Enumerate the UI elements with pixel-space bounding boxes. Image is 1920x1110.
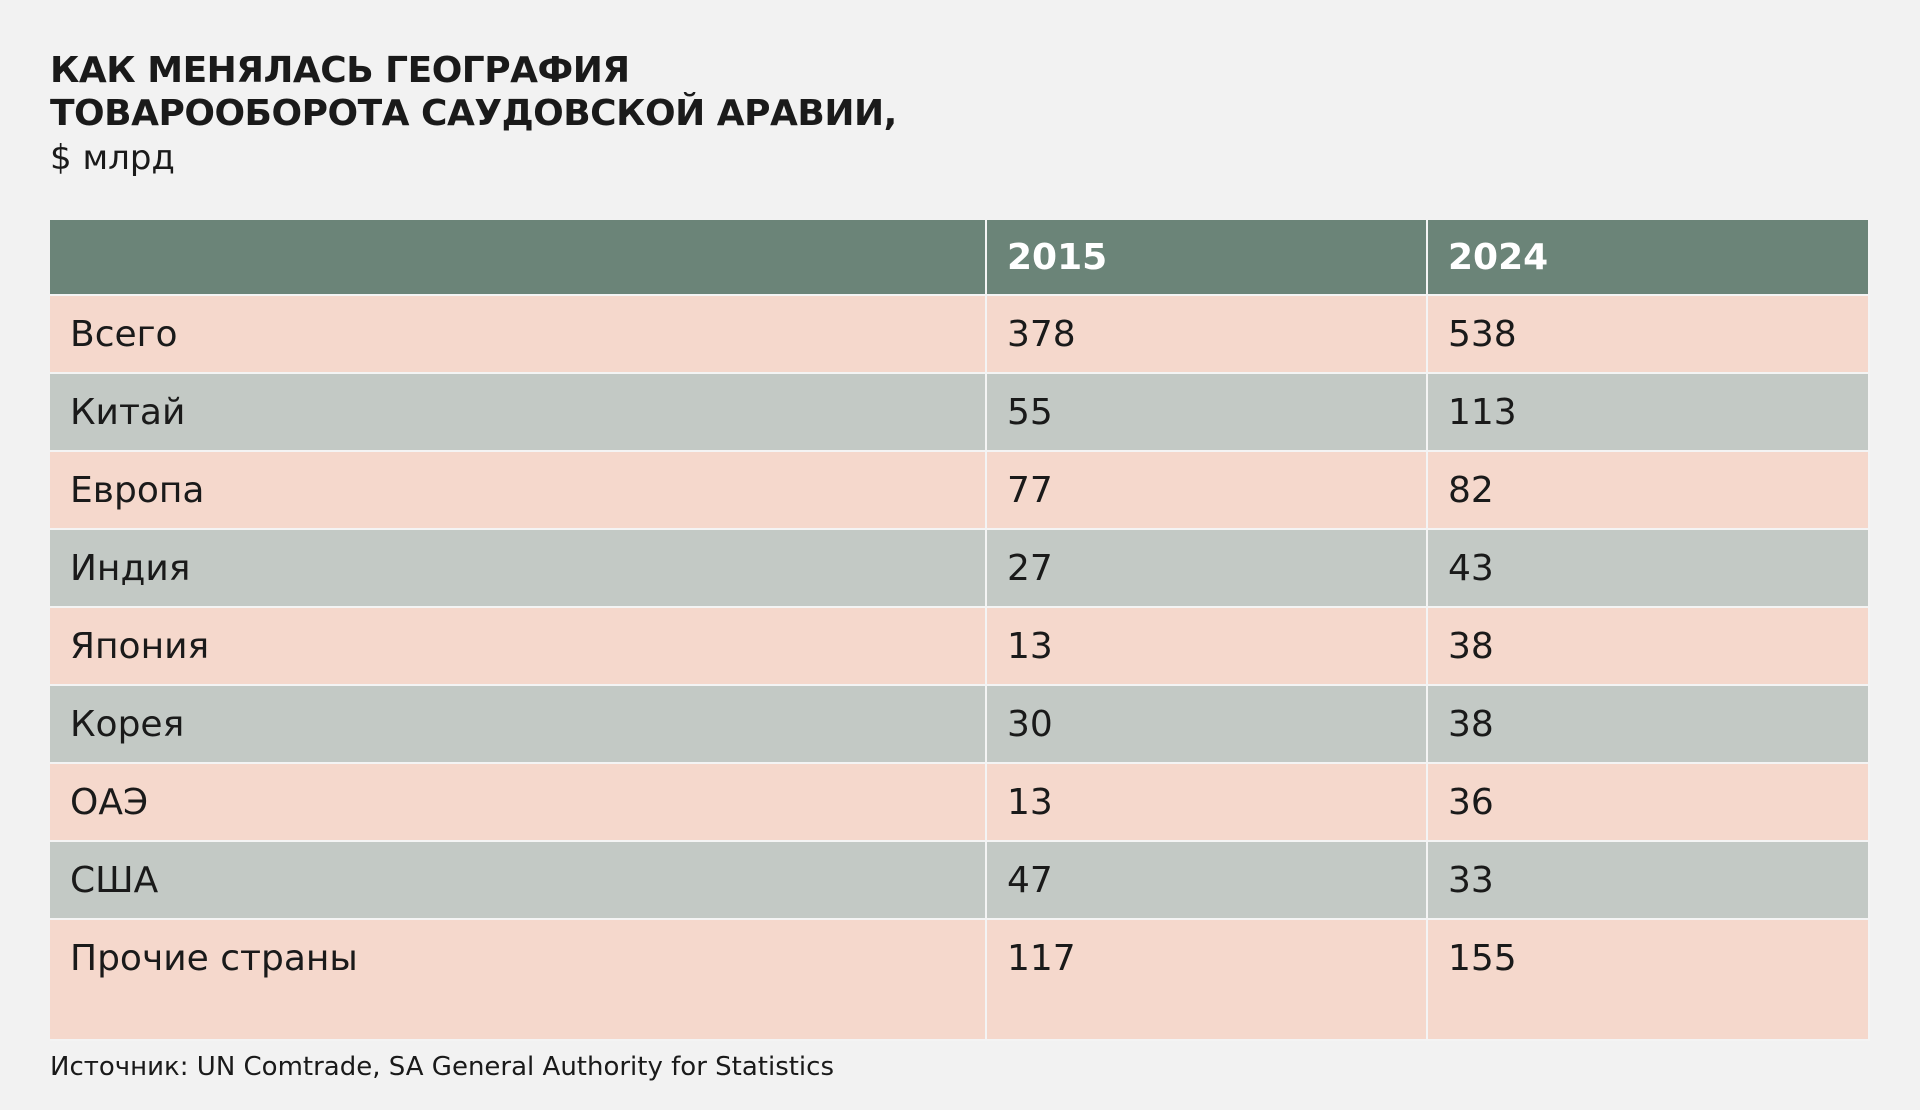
row-label: Европа — [50, 452, 987, 530]
subtitle: $ млрд — [50, 138, 175, 178]
table-cell: 27 — [987, 530, 1428, 608]
row-label: ОАЭ — [50, 764, 987, 842]
table-cell: 378 — [987, 296, 1428, 374]
table-cell: 47 — [987, 842, 1428, 920]
title-line: ТОВАРООБОРОТА САУДОВСКОЙ АРАВИИ, — [50, 93, 897, 134]
row-label: Всего — [50, 296, 987, 374]
table-cell: 13 — [987, 764, 1428, 842]
table-cell: 113 — [1428, 374, 1870, 452]
source: Источник: UN Comtrade, SA General Author… — [50, 1052, 834, 1082]
row-label: Индия — [50, 530, 987, 608]
row-label: Китай — [50, 374, 987, 452]
table-cell: 38 — [1428, 608, 1870, 686]
row-label: США — [50, 842, 987, 920]
row-label: Япония — [50, 608, 987, 686]
table-cell: 55 — [987, 374, 1428, 452]
table-cell: 43 — [1428, 530, 1870, 608]
table-cell: 117 — [987, 920, 1428, 1041]
row-label: Корея — [50, 686, 987, 764]
table-cell: 538 — [1428, 296, 1870, 374]
table-cell: 13 — [987, 608, 1428, 686]
column-header: 2015 — [987, 220, 1428, 296]
table-cell: 33 — [1428, 842, 1870, 920]
table-cell: 30 — [987, 686, 1428, 764]
column-header: 2024 — [1428, 220, 1870, 296]
table-cell: 155 — [1428, 920, 1870, 1041]
table-cell: 77 — [987, 452, 1428, 530]
title-line: КАК МЕНЯЛАСЬ ГЕОГРАФИЯ — [50, 50, 630, 91]
table-cell: 36 — [1428, 764, 1870, 842]
table-cell: 82 — [1428, 452, 1870, 530]
row-label: Прочие страны — [50, 920, 987, 1041]
table-cell: 38 — [1428, 686, 1870, 764]
header-cell — [50, 220, 987, 296]
